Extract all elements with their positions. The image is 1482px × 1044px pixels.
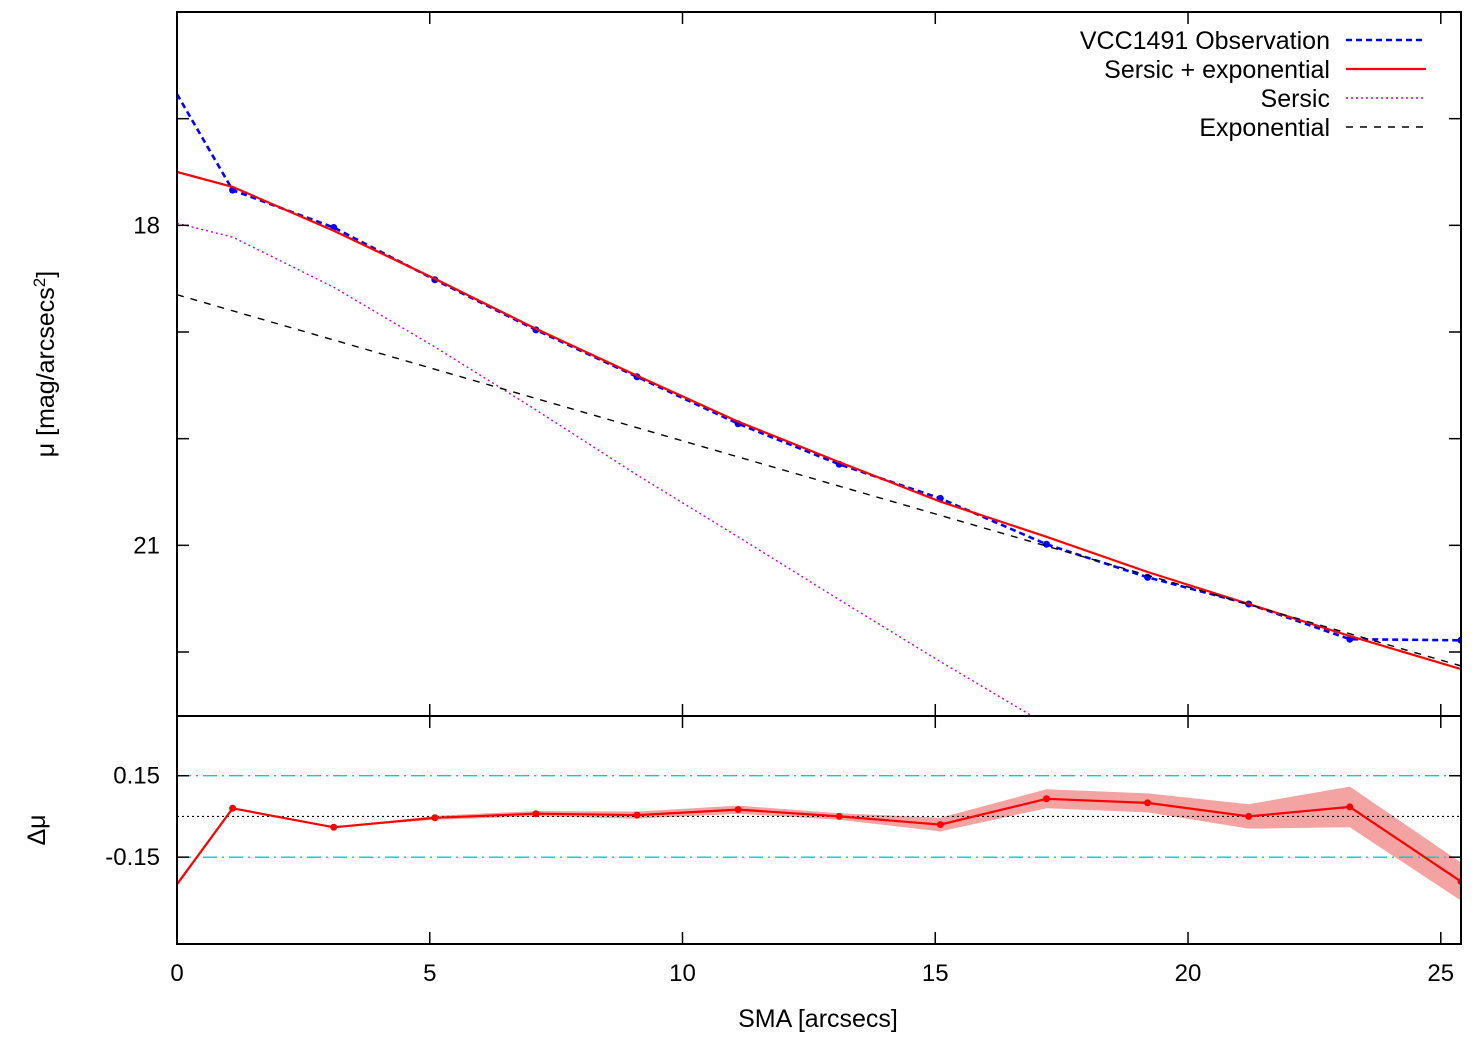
residual-point [1042,795,1050,803]
profile-y-ticks [177,117,1461,653]
series-line-3 [177,222,1034,716]
residual-point [835,812,843,820]
x-tick-label: 25 [1427,960,1454,987]
residual-point [734,806,742,814]
residual-point [936,821,944,829]
residual-point [532,810,540,818]
profile-y-axis-title: μ [mag/arcsecs2] [30,271,61,457]
residual-point [229,804,237,812]
x-tick-labels: 0 5 10 15 20 25 [170,960,1454,987]
residual-point [1144,799,1152,807]
residual-y-axis-title: Δμ [23,814,51,845]
legend-label: Exponential [1199,114,1330,142]
residual-point [431,814,439,822]
residual-point [633,811,641,819]
residual-point [1245,812,1253,820]
residual-point [330,823,338,831]
residual-y-tick-label: -0.15 [105,844,160,871]
residual-y-ticks [177,774,1461,858]
residual-error-band [177,786,1461,901]
residual-point [1346,803,1354,811]
y-tick-label: 21 [133,532,160,559]
residual-y-tick-labels: 0.15 -0.15 [105,763,160,871]
residual-panel: 0.15 -0.15 Δμ [23,763,1461,901]
x-tick-label: 15 [922,960,949,987]
x-tick-label: 10 [669,960,696,987]
legend-label: Sersic [1261,85,1330,113]
residual-line [177,797,1461,885]
y-tick-label: 18 [133,212,160,239]
legend-label: Sersic + exponential [1104,56,1330,84]
legend-label: VCC1491 Observation [1080,27,1330,55]
profile-y-axis-title-close: ] [32,271,60,278]
x-tick-label: 0 [170,960,183,987]
series-line-4 [177,294,1461,667]
residual-plot-frame [176,715,1462,945]
x-tick-label: 20 [1175,960,1202,987]
profile-y-axis-title-sup: 2 [30,278,49,287]
series-line-2 [177,170,1461,671]
x-axis-title: SMA [arcsecs] [738,1005,898,1033]
profile-y-axis-title-main: μ [mag/arcsecs [32,287,60,457]
residual-y-tick-label: 0.15 [113,763,160,790]
observation-point [1042,540,1050,548]
series-line-1 [177,93,1461,642]
x-tick-label: 5 [423,960,436,987]
